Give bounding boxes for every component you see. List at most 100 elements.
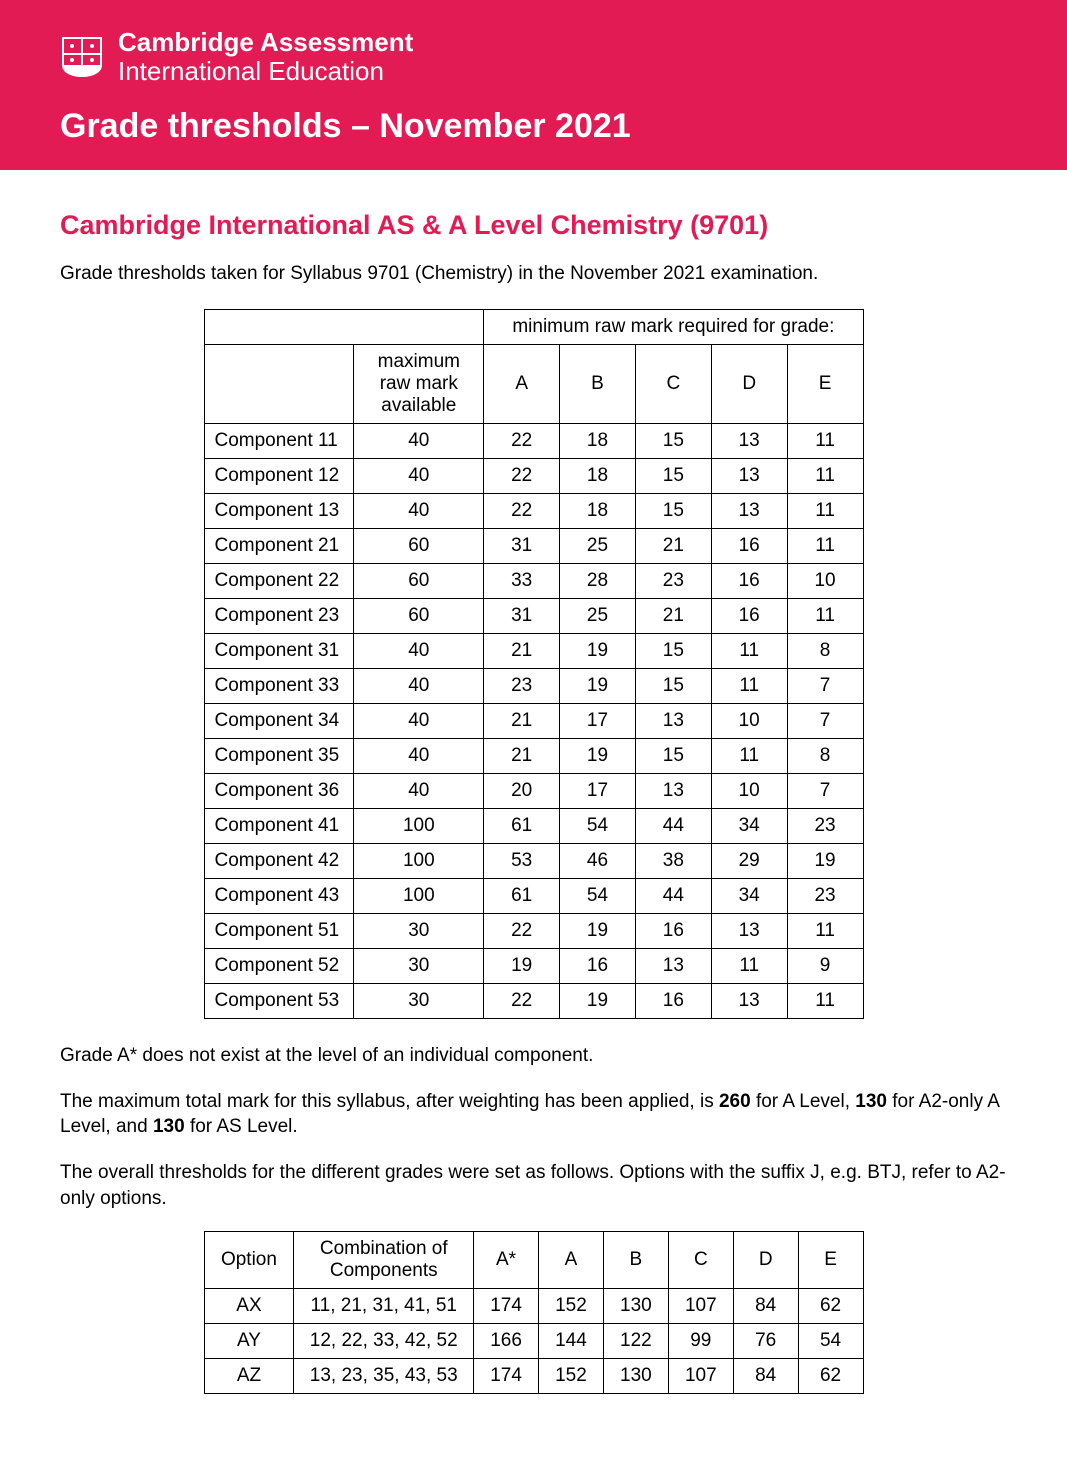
grade-value: 11	[711, 739, 787, 774]
note-options: The overall thresholds for the different…	[60, 1160, 1007, 1211]
max-mark: 30	[354, 949, 484, 984]
grade-value: 38	[635, 844, 711, 879]
table-row: Component 12402218151311	[204, 459, 863, 494]
grade-value: 16	[711, 529, 787, 564]
note-maxmark-pre: The maximum total mark for this syllabus…	[60, 1091, 719, 1112]
grade-value: 17	[560, 704, 636, 739]
grade-value: 19	[560, 669, 636, 704]
max-mark: 40	[354, 459, 484, 494]
grade-value: 13	[635, 774, 711, 809]
grade-value: 8	[787, 634, 863, 669]
grade-value: 11	[787, 984, 863, 1019]
table-row: Component 11402218151311	[204, 424, 863, 459]
table-header-grade: C	[635, 345, 711, 424]
threshold-value: 174	[474, 1359, 539, 1394]
grade-value: 13	[635, 704, 711, 739]
table-body: Component 11402218151311Component 124022…	[204, 424, 863, 1019]
grade-value: 21	[484, 704, 560, 739]
grade-value: 10	[787, 564, 863, 599]
grade-value: 18	[560, 424, 636, 459]
table2-header: Option	[204, 1232, 294, 1289]
table2-header: B	[603, 1232, 668, 1289]
grade-value: 11	[787, 599, 863, 634]
grade-value: 19	[560, 739, 636, 774]
grade-value: 7	[787, 774, 863, 809]
grade-value: 21	[484, 739, 560, 774]
threshold-value: 99	[668, 1324, 733, 1359]
grade-value: 18	[560, 494, 636, 529]
max-mark: 60	[354, 564, 484, 599]
threshold-value: 122	[603, 1324, 668, 1359]
option-code: AZ	[204, 1359, 294, 1394]
grade-value: 20	[484, 774, 560, 809]
grade-value: 11	[787, 424, 863, 459]
grade-value: 34	[711, 879, 787, 914]
grade-value: 54	[560, 879, 636, 914]
threshold-value: 62	[798, 1359, 863, 1394]
grade-value: 11	[787, 459, 863, 494]
grade-value: 21	[635, 599, 711, 634]
brand-text: Cambridge Assessment International Educa…	[118, 28, 413, 85]
grade-value: 21	[484, 634, 560, 669]
grade-value: 15	[635, 739, 711, 774]
max-mark: 40	[354, 739, 484, 774]
grade-value: 44	[635, 879, 711, 914]
grade-value: 11	[711, 949, 787, 984]
grade-value: 10	[711, 774, 787, 809]
table-row: AY12, 22, 33, 42, 52166144122997654	[204, 1324, 863, 1359]
grade-value: 9	[787, 949, 863, 984]
table-row: Component 53302219161311	[204, 984, 863, 1019]
grade-value: 22	[484, 494, 560, 529]
component-label: Component 35	[204, 739, 354, 774]
component-label: Component 41	[204, 809, 354, 844]
table-row: Component 21603125211611	[204, 529, 863, 564]
grade-value: 61	[484, 879, 560, 914]
grade-value: 15	[635, 669, 711, 704]
component-label: Component 42	[204, 844, 354, 879]
grade-value: 19	[560, 914, 636, 949]
component-label: Component 53	[204, 984, 354, 1019]
component-label: Component 22	[204, 564, 354, 599]
grade-value: 15	[635, 459, 711, 494]
table-row: Component 421005346382919	[204, 844, 863, 879]
component-label: Component 33	[204, 669, 354, 704]
component-label: Component 52	[204, 949, 354, 984]
threshold-value: 107	[668, 1289, 733, 1324]
table-row: Component 3140211915118	[204, 634, 863, 669]
component-label: Component 13	[204, 494, 354, 529]
note-maxmark-b1: 260	[719, 1091, 751, 1112]
option-code: AX	[204, 1289, 294, 1324]
table2-header: E	[798, 1232, 863, 1289]
table2-header: Combination of Components	[294, 1232, 474, 1289]
grade-value: 34	[711, 809, 787, 844]
grade-value: 17	[560, 774, 636, 809]
threshold-value: 62	[798, 1289, 863, 1324]
page-title: Cambridge International AS & A Level Che…	[60, 210, 1007, 241]
grade-value: 23	[787, 879, 863, 914]
max-mark: 40	[354, 669, 484, 704]
grade-value: 11	[787, 914, 863, 949]
table-row: Component 22603328231610	[204, 564, 863, 599]
grade-value: 19	[560, 634, 636, 669]
max-mark: 100	[354, 879, 484, 914]
table-header-span: minimum raw mark required for grade:	[484, 310, 863, 345]
grade-value: 22	[484, 984, 560, 1019]
table-row: Component 13402218151311	[204, 494, 863, 529]
note-maxmark-mid1: for A Level,	[751, 1091, 856, 1112]
grade-value: 13	[711, 459, 787, 494]
grade-value: 33	[484, 564, 560, 599]
grade-value: 22	[484, 424, 560, 459]
grade-value: 25	[560, 599, 636, 634]
brand-block: Cambridge Assessment International Educa…	[60, 28, 1027, 85]
grade-value: 11	[711, 669, 787, 704]
grade-value: 23	[635, 564, 711, 599]
grade-value: 19	[787, 844, 863, 879]
option-thresholds-table: OptionCombination of ComponentsA*ABCDE A…	[204, 1231, 864, 1394]
option-code: AY	[204, 1324, 294, 1359]
banner: Cambridge Assessment International Educa…	[0, 0, 1067, 170]
max-mark: 40	[354, 704, 484, 739]
table2-header: A	[539, 1232, 604, 1289]
table-head: minimum raw mark required for grade:maxi…	[204, 310, 863, 424]
grade-value: 10	[711, 704, 787, 739]
table2-header: C	[668, 1232, 733, 1289]
